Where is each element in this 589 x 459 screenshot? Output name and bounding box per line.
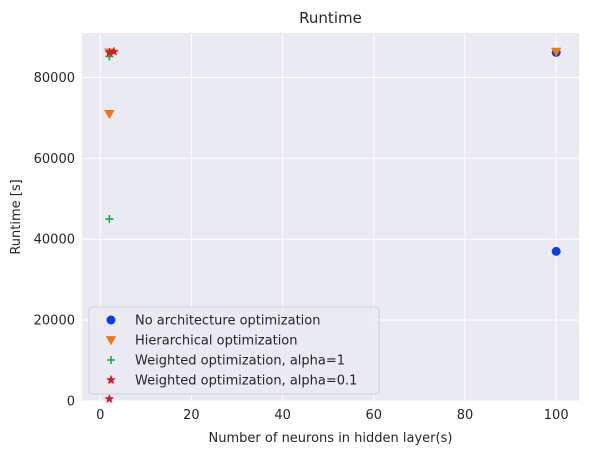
x-tick-label: 20 (183, 408, 200, 423)
x-axis-label: Number of neurons in hidden layer(s) (209, 431, 453, 446)
y-tick-label: 80000 (34, 71, 75, 86)
x-tick-label: 0 (96, 408, 104, 423)
x-tick-label: 80 (457, 408, 474, 423)
x-tick-label: 40 (274, 408, 291, 423)
legend-label: Weighted optimization, alpha=1 (135, 354, 345, 369)
legend: No architecture optimization Hierarchical… (88, 306, 380, 395)
y-tick-label: 20000 (34, 314, 75, 329)
data-point (104, 393, 115, 404)
data-point (105, 215, 114, 224)
data-points (104, 46, 562, 404)
legend-label: No architecture optimization (135, 314, 321, 329)
data-point (551, 47, 562, 57)
series-4-points (104, 46, 119, 404)
legend-label: Hierarchical optimization (135, 334, 298, 349)
chart-title: Runtime (299, 9, 362, 27)
data-point (108, 46, 119, 56)
legend-box (88, 306, 380, 395)
legend-label: Weighted optimization, alpha=0.1 (135, 374, 357, 389)
legend-marker (106, 374, 116, 385)
x-tick-label: 60 (366, 408, 383, 423)
y-tick-label: 0 (67, 395, 75, 410)
data-point (104, 47, 115, 57)
y-tick-labels: 0 20000 40000 60000 80000 (34, 71, 75, 410)
data-point (104, 109, 115, 120)
x-tick-labels: 0 20 40 60 80 100 (96, 408, 569, 423)
data-point (551, 246, 561, 256)
legend-marker (105, 336, 117, 346)
y-tick-label: 60000 (34, 152, 75, 167)
legend-marker (106, 315, 116, 325)
legend-marker (107, 356, 115, 364)
x-tick-label: 100 (544, 408, 569, 423)
y-axis-label: Runtime [s] (9, 179, 24, 254)
y-tick-label: 40000 (34, 233, 75, 248)
